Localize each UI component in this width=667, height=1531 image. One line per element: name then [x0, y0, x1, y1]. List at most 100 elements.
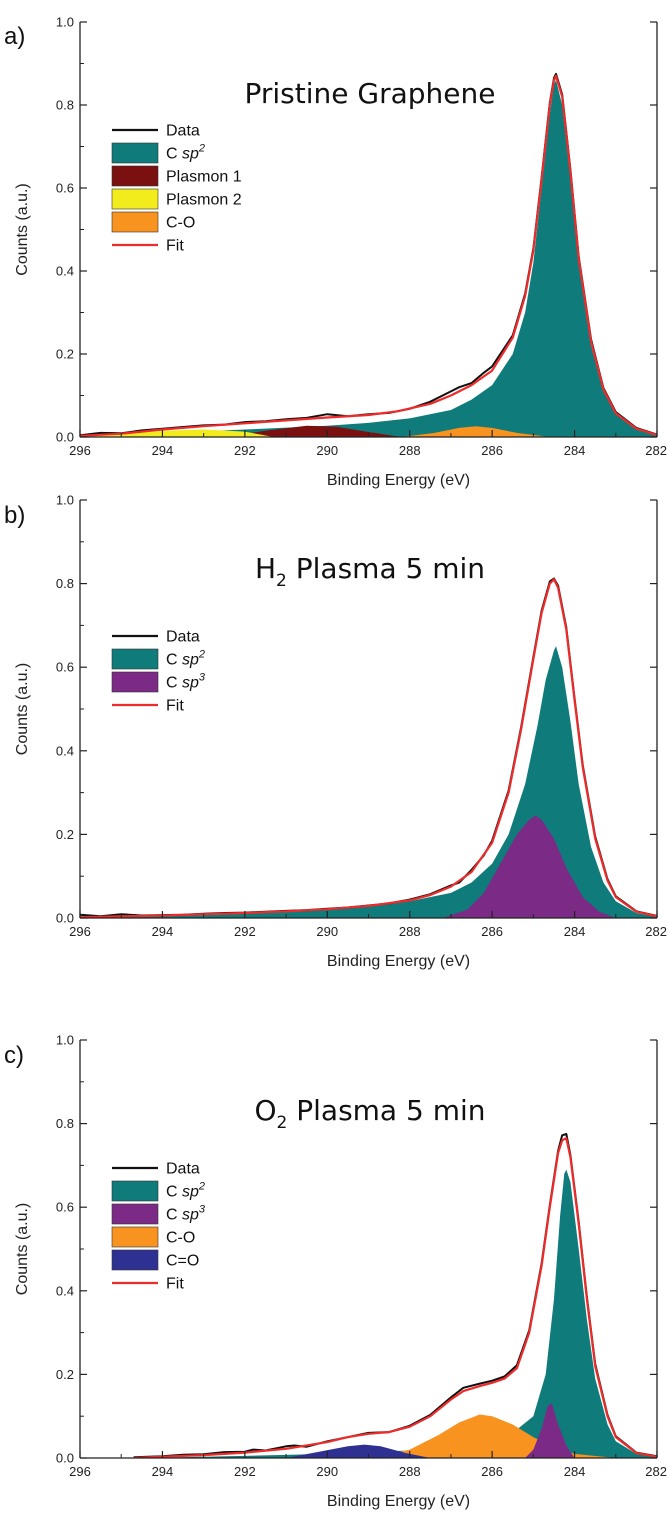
y-tick-label: 0.4: [56, 1283, 74, 1298]
legend-label: Fit: [166, 1276, 184, 1293]
legend-swatch: [111, 1249, 159, 1271]
legend-entry: C=O: [111, 1249, 199, 1271]
y-tick-label: 0.2: [56, 1367, 74, 1382]
legend-label: Data: [166, 1161, 200, 1178]
legend-label: C-O: [166, 215, 195, 232]
x-tick-label: 290: [316, 924, 338, 939]
panel-title: H2 Plasma 5 min: [255, 552, 485, 591]
legend: Data C sp2 Plasmon 1 Plasmon 2 C-O Fit: [111, 123, 242, 255]
x-tick-label: 288: [399, 1464, 421, 1479]
legend-swatch: [111, 1203, 159, 1225]
y-tick-label: 1.0: [56, 1033, 74, 1048]
area-plasmon-2: [88, 429, 274, 437]
x-tick-label: 282: [645, 924, 667, 939]
y-tick-label: 0.6: [56, 181, 74, 196]
component-areas: [80, 80, 657, 437]
area-c-sp2: [141, 1169, 657, 1458]
x-tick-label: 294: [152, 443, 174, 458]
y-tick-label: 0.8: [56, 576, 74, 591]
x-tick-label: 290: [316, 1464, 338, 1479]
legend-swatch: [111, 165, 159, 187]
legend-label: Data: [166, 123, 200, 140]
y-axis-label: Counts (a.u.): [14, 1203, 31, 1295]
area-c-sp3: [442, 815, 616, 918]
legend-label: Fit: [166, 698, 184, 715]
legend-swatch: [111, 1180, 159, 1202]
legend-label: C-O: [166, 1230, 195, 1247]
y-tick-label: 0.8: [56, 1116, 74, 1131]
legend-entry: C-O: [111, 1226, 195, 1248]
legend-entry: Data: [112, 629, 200, 646]
legend-label: C=O: [166, 1253, 199, 1270]
legend-label: Fit: [166, 238, 184, 255]
area-c-sp3: [525, 1403, 575, 1458]
y-tick-label: 0.6: [56, 1200, 74, 1215]
legend-swatch: [111, 142, 159, 164]
x-tick-label: 296: [69, 1464, 91, 1479]
x-tick-label: 294: [152, 924, 174, 939]
y-tick-label: 1.0: [56, 493, 74, 508]
legend-entry: C sp2: [111, 1180, 205, 1202]
legend-swatch: [111, 211, 159, 233]
legend-entry: Fit: [112, 238, 184, 255]
area-c-o: [368, 1414, 616, 1458]
legend: Data C sp2 C sp3 C-O C=O Fit: [111, 1161, 206, 1293]
x-tick-label: 288: [399, 443, 421, 458]
fit-line: [80, 74, 657, 437]
y-tick-label: 0.0: [56, 1451, 74, 1466]
x-tick-label: 296: [69, 924, 91, 939]
x-tick-label: 290: [316, 443, 338, 458]
x-tick-label: 284: [564, 443, 586, 458]
fit-line: [80, 578, 657, 918]
curve-lines: [80, 72, 657, 437]
y-axis-label: Counts (a.u.): [14, 663, 31, 755]
x-tick-label: 292: [234, 1464, 256, 1479]
curve-lines: [133, 1133, 657, 1458]
component-areas: [80, 646, 657, 918]
panel-title: Pristine Graphene: [245, 77, 496, 110]
legend-label: C sp2: [166, 1181, 205, 1201]
y-tick-label: 0.0: [56, 911, 74, 926]
y-tick-label: 0.8: [56, 98, 74, 113]
legend-entry: C sp3: [111, 1203, 206, 1225]
area-c-o: [401, 426, 550, 437]
x-tick-label: 284: [564, 1464, 586, 1479]
area-plasmon-1: [224, 425, 402, 437]
legend-label: C sp3: [166, 1204, 206, 1224]
y-tick-label: 0.6: [56, 660, 74, 675]
y-tick-label: 0.4: [56, 743, 74, 758]
legend-swatch: [111, 188, 159, 210]
x-tick-label: 282: [645, 1464, 667, 1479]
x-axis-label: Binding Energy (eV): [327, 1493, 470, 1510]
x-tick-label: 296: [69, 443, 91, 458]
x-tick-label: 286: [481, 1464, 503, 1479]
legend-entry: Plasmon 2: [111, 188, 242, 210]
curve-lines: [80, 577, 657, 918]
legend-label: Plasmon 2: [166, 192, 242, 209]
legend-label: C sp2: [166, 143, 205, 163]
y-tick-label: 0.2: [56, 827, 74, 842]
x-axis-label: Binding Energy (eV): [327, 953, 470, 970]
legend-swatch: [111, 648, 159, 670]
x-tick-label: 286: [481, 443, 503, 458]
panel-label: b): [4, 502, 25, 529]
x-tick-label: 288: [399, 924, 421, 939]
panel-label: a): [4, 23, 25, 50]
area-c-o: [286, 1444, 431, 1458]
y-tick-label: 1.0: [56, 15, 74, 30]
legend-entry: C sp2: [111, 648, 205, 670]
x-tick-label: 292: [234, 443, 256, 458]
x-tick-label: 284: [564, 924, 586, 939]
x-axis-label: Binding Energy (eV): [327, 472, 470, 489]
legend-entry: Data: [112, 1161, 200, 1178]
legend-entry: C sp3: [111, 672, 206, 693]
legend-entry: Data: [112, 123, 200, 140]
x-tick-label: 282: [645, 443, 667, 458]
panel-label: c): [4, 1042, 24, 1069]
legend: Data C sp2 C sp3 Fit: [111, 629, 206, 715]
fit-line: [133, 1137, 657, 1458]
legend-entry: C sp2: [111, 142, 205, 164]
legend-entry: Fit: [112, 1276, 184, 1293]
y-tick-label: 0.0: [56, 430, 74, 445]
